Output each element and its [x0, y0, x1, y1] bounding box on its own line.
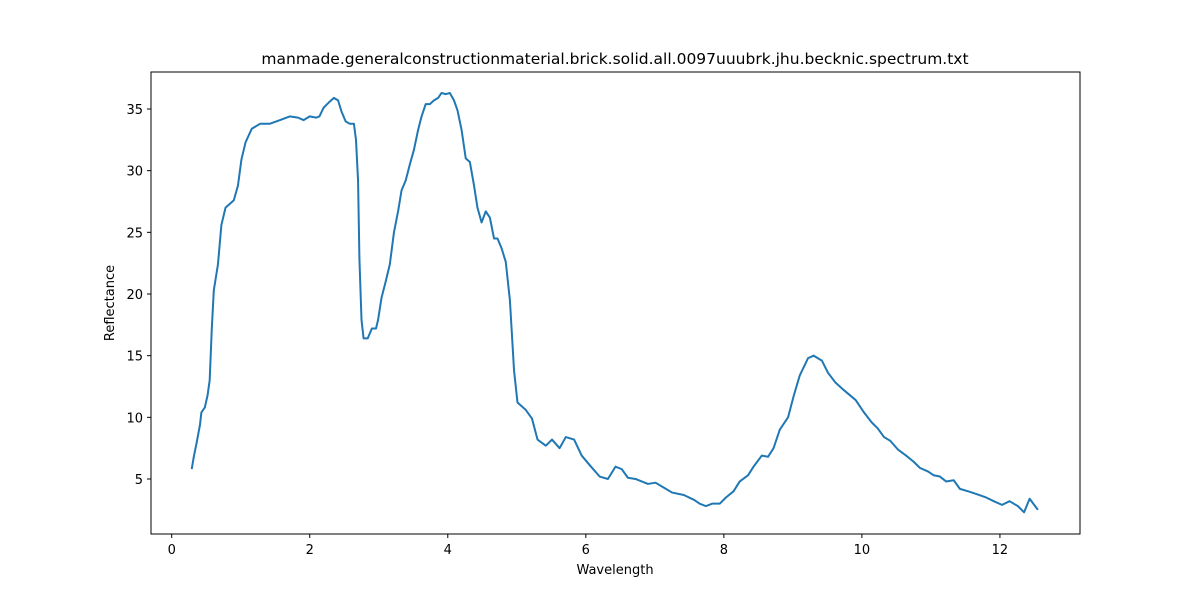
y-tick-label: 30 [126, 165, 143, 180]
y-tick-label: 5 [135, 473, 143, 488]
y-tick-label: 35 [126, 103, 143, 118]
y-tick-label: 15 [126, 350, 143, 365]
chart-title: manmade.generalconstructionmaterial.bric… [261, 50, 968, 68]
data-line [190, 91, 1039, 514]
x-tick-label: 2 [306, 543, 314, 558]
plot-frame [150, 71, 1081, 535]
y-tick-label: 25 [126, 226, 143, 241]
x-tick-label: 8 [720, 543, 728, 558]
x-tick-label: 6 [582, 543, 590, 558]
x-tick-label: 10 [854, 543, 871, 558]
x-tick-label: 4 [444, 543, 452, 558]
y-axis-label: Reflectance [103, 265, 118, 341]
y-tick-label: 20 [126, 288, 143, 303]
x-tick-label: 0 [168, 543, 176, 558]
x-axis-label: Wavelength [576, 563, 653, 578]
y-tick-label: 10 [126, 411, 143, 426]
x-tick-label: 12 [992, 543, 1009, 558]
